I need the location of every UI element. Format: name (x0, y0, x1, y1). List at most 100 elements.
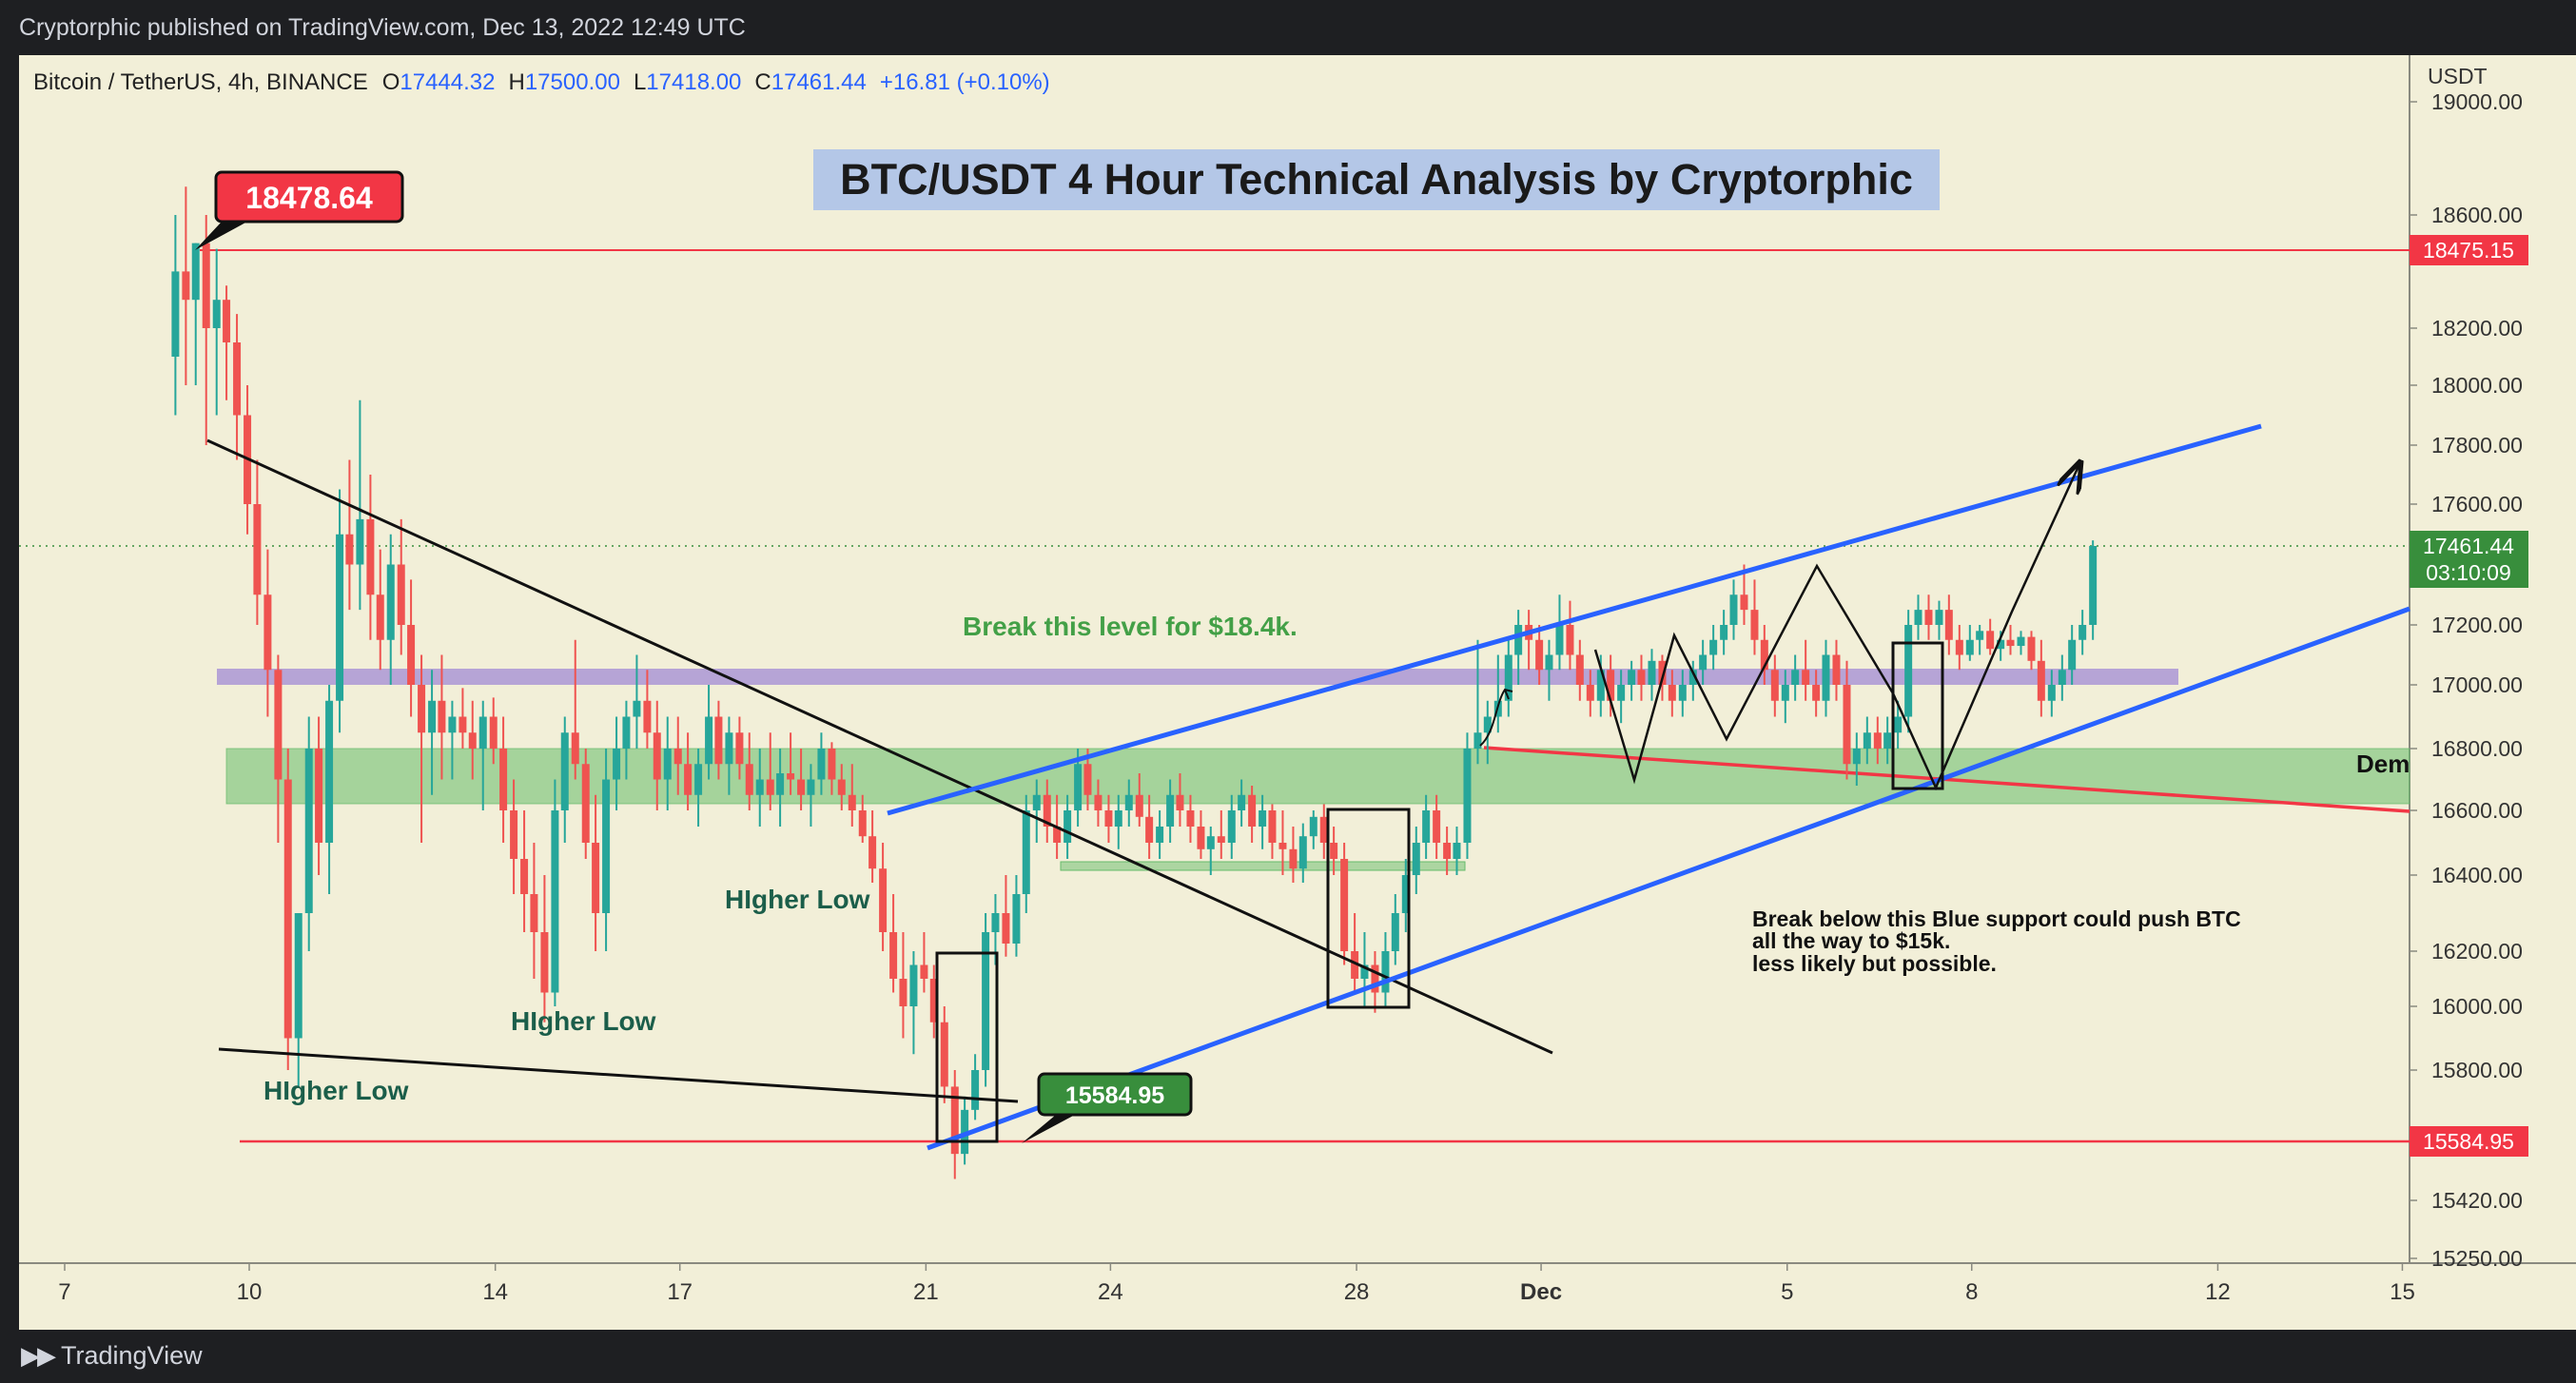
price-label-badge (2410, 531, 2528, 588)
candle-body (356, 518, 364, 565)
candle (1729, 579, 1738, 640)
title-background (813, 149, 1940, 210)
candle (356, 399, 364, 611)
candle-body (1473, 732, 1482, 749)
candle-body (171, 271, 180, 357)
candle (1443, 827, 1452, 875)
change-value: +16.81 (+0.10%) (880, 69, 1050, 95)
box-bottom (935, 951, 999, 1143)
candle-body (1206, 836, 1215, 849)
candle-body (459, 716, 467, 733)
candle-body (1278, 843, 1287, 849)
candle-body (1904, 625, 1913, 717)
candle (459, 688, 467, 749)
candle-body (837, 779, 846, 795)
candle (2058, 654, 2066, 701)
candle (2037, 639, 2045, 717)
candle-body (961, 1109, 969, 1155)
time-tick-label: 28 (1344, 1279, 1370, 1305)
time-scale-ticks: 7 10 14 17 21 24 28 Dec 5 8 12 15 (58, 1263, 2415, 1305)
candle (653, 700, 661, 810)
candle (684, 732, 693, 810)
candle (1944, 594, 1953, 655)
candle-body (1391, 913, 1399, 951)
price-label-badge (2410, 235, 2528, 265)
candle-body (1566, 625, 1574, 655)
candle-body (817, 749, 826, 780)
high-callout: 18478.64 (195, 170, 404, 250)
candle (613, 716, 621, 810)
symbol-name[interactable]: Bitcoin / TetherUS, 4h, BINANCE (33, 69, 368, 95)
candle (1709, 625, 1718, 671)
candle (725, 716, 733, 795)
candle-body (1791, 670, 1800, 685)
candle-body (1986, 631, 1995, 650)
candle (283, 749, 292, 1070)
candle (2089, 540, 2098, 640)
candle-body (1699, 654, 1708, 671)
btc-usdt-chart[interactable]: BTC/USDT 4 Hour Technical Analysis by Cr… (0, 55, 2576, 1330)
time-tick-label: 10 (237, 1279, 263, 1305)
tradingview-logo[interactable]: ▶▶ TradingView (21, 1341, 203, 1371)
candle (212, 248, 221, 416)
price-tick-label: 15800.00 (2431, 1058, 2523, 1082)
candle-body (325, 700, 334, 843)
symbol-legend[interactable]: Bitcoin / TetherUS, 4h, BINANCE O17444.32… (33, 69, 1050, 95)
candle-body (1770, 670, 1779, 701)
candle-body (1289, 848, 1298, 869)
candle (1319, 804, 1328, 859)
candle-body (315, 749, 323, 843)
candle (1832, 639, 1841, 701)
candle (1217, 810, 1225, 859)
candle (622, 700, 631, 780)
candle (1371, 951, 1379, 1013)
candle (1166, 779, 1175, 843)
price-tick-label: 16400.00 (2431, 863, 2523, 887)
price-tick-label: 18000.00 (2431, 373, 2523, 398)
candle (694, 749, 703, 827)
candle (1176, 773, 1184, 827)
candle (848, 764, 856, 827)
candle-body (889, 932, 898, 979)
candle (489, 697, 498, 765)
candle (551, 779, 559, 1006)
candle-body (602, 779, 611, 913)
demand-zone-label: Dem (2356, 750, 2410, 778)
candle (468, 700, 477, 780)
candle-body (1351, 951, 1359, 979)
candle (787, 732, 795, 795)
candle-body (1781, 685, 1789, 701)
box-nov28 (1326, 808, 1411, 1009)
candle (663, 716, 672, 810)
published-text: Cryptorphic published on TradingView.com… (19, 14, 746, 41)
candle-body (510, 810, 518, 859)
candle-body (1401, 875, 1410, 913)
candle (366, 475, 375, 640)
candle-body (1555, 625, 1564, 655)
candle (315, 716, 323, 875)
candle-body (1658, 660, 1667, 685)
candle-body (694, 764, 703, 795)
candle-body (1053, 827, 1062, 843)
candle (1740, 564, 1748, 625)
high-label: H (508, 69, 524, 95)
candle-body (1145, 816, 1154, 843)
candle-body (2068, 639, 2077, 671)
candle (1043, 779, 1051, 843)
price-tick-label: 15250.00 (2431, 1246, 2523, 1271)
candle (478, 700, 487, 810)
price-tick-label: 19000.00 (2431, 89, 2523, 114)
candle (253, 459, 262, 625)
time-scale-area[interactable] (19, 1264, 2576, 1330)
candle (1555, 594, 1564, 671)
candle-body (592, 843, 600, 913)
candle (602, 749, 611, 951)
candle-body (1412, 843, 1420, 875)
candle-body (2037, 660, 2045, 701)
candle (776, 749, 785, 827)
candle-body (202, 243, 210, 328)
candle (705, 685, 713, 780)
candle-body (1668, 685, 1676, 701)
candle-body (879, 868, 888, 932)
candle-body (868, 836, 877, 869)
